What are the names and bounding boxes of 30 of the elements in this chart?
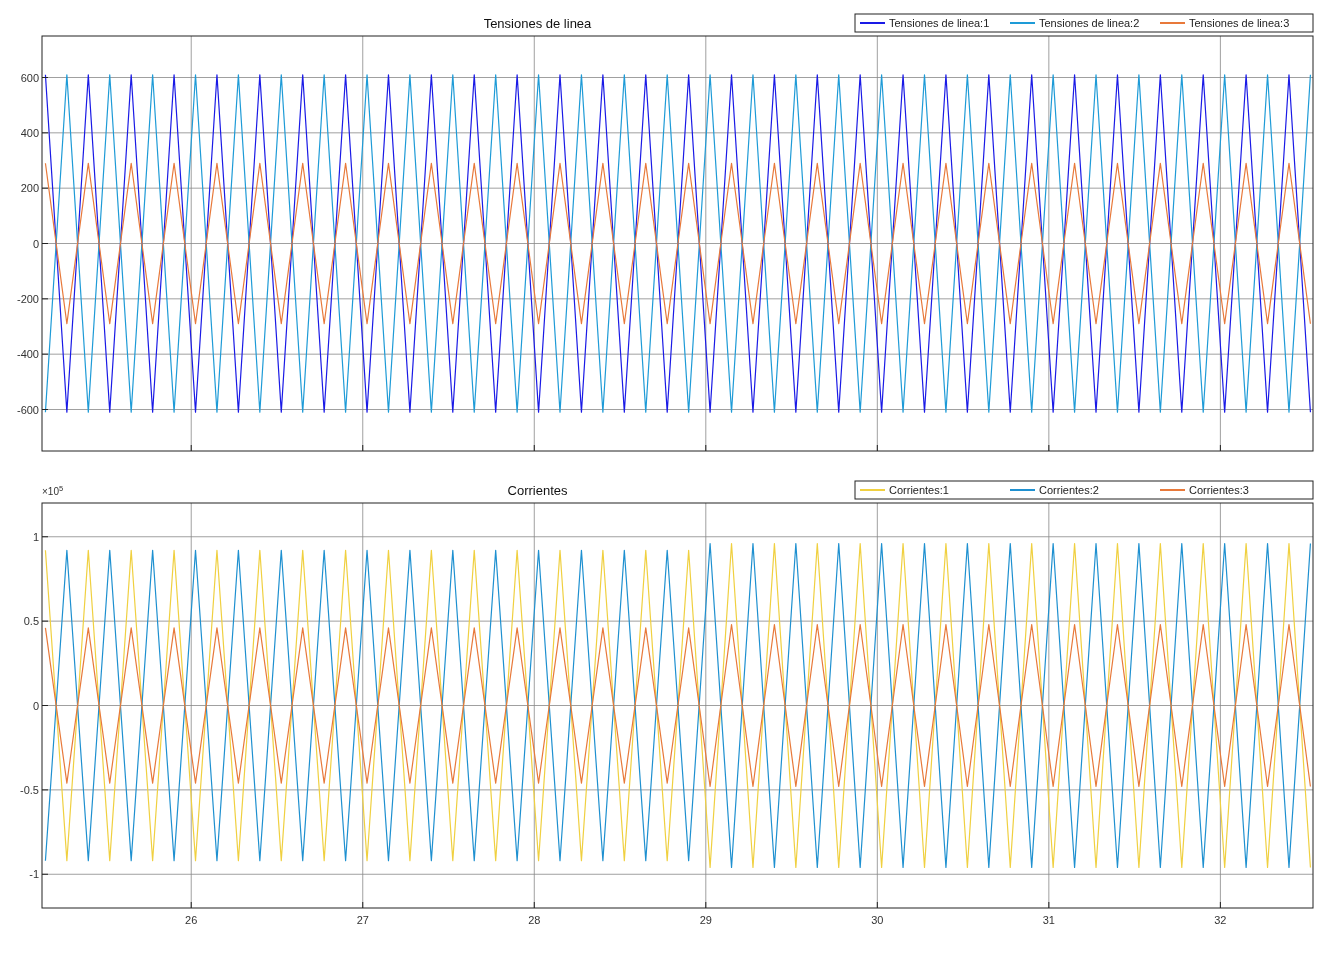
- x-tick-label: 32: [1214, 914, 1227, 926]
- x-tick-label: 28: [528, 914, 541, 926]
- x-tick-label: 30: [871, 914, 884, 926]
- line-series: [44, 542, 1312, 869]
- chart-title: Corrientes: [507, 483, 568, 498]
- y-tick-label: -0.5: [20, 783, 39, 796]
- x-tick-label: 31: [1042, 914, 1055, 926]
- y-tick-label: 1: [32, 530, 39, 543]
- legend-label: Tensiones de linea:3: [1189, 17, 1290, 29]
- y-tick-label: 600: [20, 71, 39, 84]
- chart-title: Tensiones de linea: [483, 16, 593, 31]
- legend-label: Corrientes:3: [1189, 484, 1249, 496]
- legend-label: Corrientes:2: [1039, 484, 1099, 496]
- x-tick-label: 29: [699, 914, 712, 926]
- y-tick-label: 200: [20, 182, 39, 195]
- legend-label: Corrientes:1: [889, 484, 949, 496]
- line-series: [44, 623, 1312, 788]
- y-tick-label: 0: [32, 237, 39, 250]
- legend-label: Tensiones de linea:2: [1039, 17, 1140, 29]
- text: ×10$^{5}$: [42, 483, 64, 497]
- y-tick-label: -200: [16, 292, 39, 305]
- legend-label: Tensiones de linea:1: [889, 17, 990, 29]
- y-tick-label: -600: [16, 403, 39, 416]
- x-tick-label: 27: [356, 914, 369, 926]
- y-tick-label: -1: [29, 868, 39, 881]
- y-tick-label: -400: [16, 348, 39, 361]
- y-tick-label: 0: [32, 699, 39, 712]
- x-tick-label: 26: [185, 914, 198, 926]
- y-tick-label: 400: [20, 126, 39, 139]
- y-tick-label: 0.5: [23, 615, 39, 628]
